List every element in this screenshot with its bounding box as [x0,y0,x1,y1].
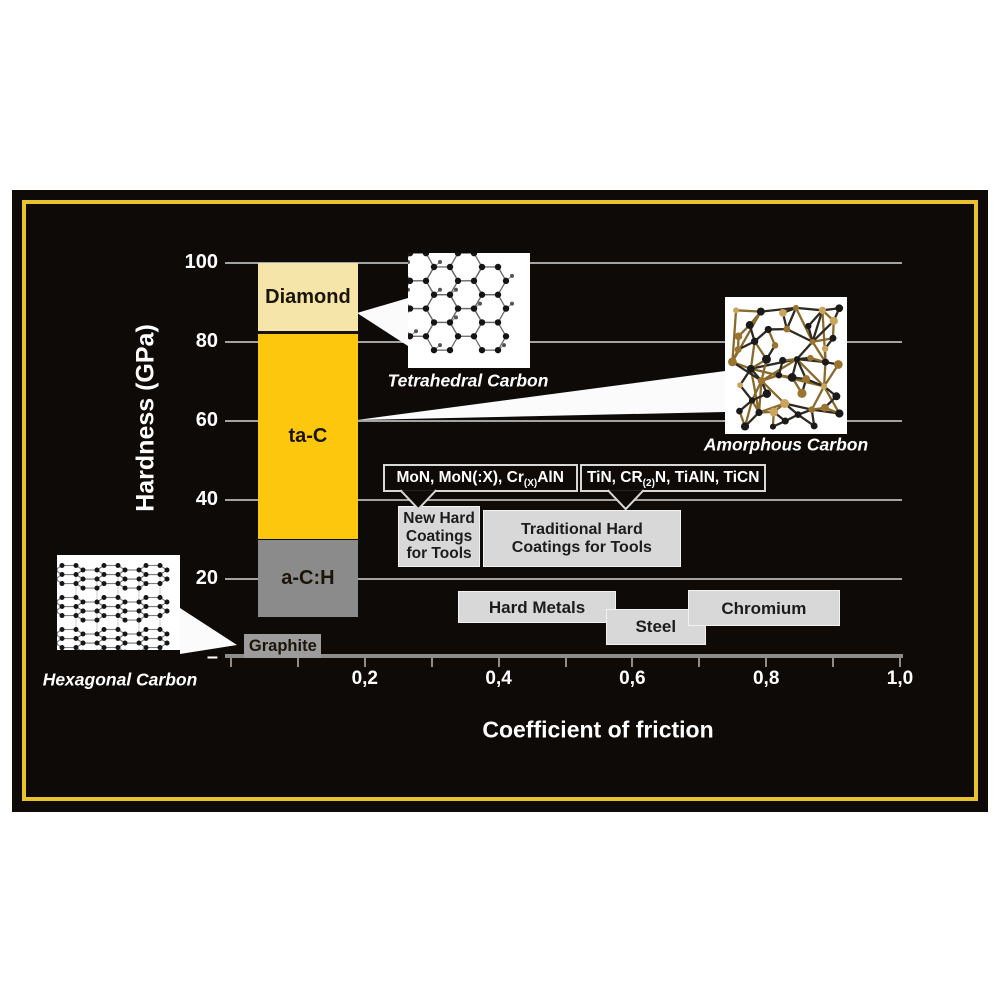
x-axis-title: Coefficient of friction [482,716,714,743]
gold-frame-border [22,200,978,801]
y-axis-title: Hardness (GPa) [131,324,160,512]
